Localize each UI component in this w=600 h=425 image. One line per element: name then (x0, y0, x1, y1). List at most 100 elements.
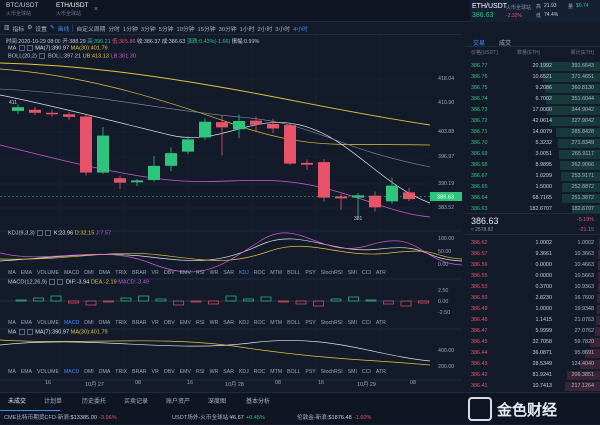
indicator-tab-sar[interactable]: SAR (223, 320, 234, 326)
order-row[interactable]: 386.50 2.8230 16.7600 (465, 293, 600, 304)
indicator-tab-trix[interactable]: TRIX (115, 320, 128, 326)
bottom-tab[interactable]: 深度图 (208, 399, 227, 405)
toolbar-3m[interactable]: 3分钟 (140, 26, 156, 33)
indicator-tab-obv[interactable]: OBV (163, 270, 175, 276)
indicator-tab-volume[interactable]: VOLUME (37, 369, 59, 375)
indicator-tab-roc[interactable]: ROC (253, 369, 266, 375)
order-row[interactable]: 386.74 6.7002 351.6044 (465, 94, 600, 105)
indicator-tab-ma[interactable]: MA (8, 270, 16, 276)
indicator-tab-boll[interactable]: BOLL (287, 369, 301, 375)
order-row[interactable]: 386.53 0.3700 10.9363 (465, 282, 600, 293)
toolbar-timeline[interactable]: 分时 (108, 26, 120, 33)
indicator-tab-atr[interactable]: ATR (375, 270, 386, 276)
toolbar-30m[interactable]: 30分钟 (218, 26, 237, 33)
bottom-tab[interactable]: 历史委托 (82, 399, 107, 405)
indicator-tab-kdj[interactable]: KDJ (238, 320, 249, 326)
vol-settings-icon[interactable] (18, 329, 25, 335)
indicator-tab-vr[interactable]: VR (151, 270, 159, 276)
kdj-settings-icon[interactable] (37, 230, 44, 236)
toolbar-5m[interactable]: 5分钟 (158, 26, 174, 33)
candle[interactable] (12, 104, 24, 115)
kdj-close-icon[interactable] (45, 230, 52, 236)
indicator-tab-dma[interactable]: DMA (98, 320, 111, 326)
indicator-tab-rsi[interactable]: RSI (195, 369, 205, 375)
order-row[interactable]: 386.67 1.0299 253.9171 (465, 171, 600, 182)
order-row[interactable]: 386.48 1.1415 21.0763 (465, 315, 600, 326)
candle[interactable] (199, 118, 211, 140)
order-row[interactable]: 386.43 28.5349 124.4040 (465, 359, 600, 370)
indicator-tab-stochrsi[interactable]: StochRSI (320, 270, 343, 276)
candle[interactable] (29, 106, 41, 116)
indicator-tab-obv[interactable]: OBV (163, 320, 175, 326)
order-row[interactable]: 386.62 1.0002 1.0002 (465, 238, 600, 249)
toolbar-1m[interactable]: 1分钟 (122, 26, 138, 33)
order-row[interactable]: 386.55 0.0000 10.5663 (465, 271, 600, 282)
indicator-tab-dmi[interactable]: DMI (84, 270, 94, 276)
indicator-tab-emv[interactable]: EMV (179, 320, 191, 326)
toolbar-3h[interactable]: 3小时 (275, 26, 291, 33)
order-row[interactable]: 386.68 8.9895 262.9066 (465, 160, 600, 171)
candle[interactable] (148, 156, 160, 182)
indicator-tab-atr[interactable]: ATR (375, 320, 386, 326)
indicator-tab-cci[interactable]: CCI (361, 369, 371, 375)
toolbar-10m[interactable]: 10分钟 (176, 26, 195, 33)
indicator-tab-boll[interactable]: BOLL (287, 320, 301, 326)
indicator-tab-macd[interactable]: MACD (63, 369, 80, 375)
indicator-tab-dmi[interactable]: DMI (84, 369, 94, 375)
indicator-tab-smi[interactable]: SMI (347, 320, 357, 326)
order-row[interactable]: 386.41 10.7413 217.1264 (465, 381, 600, 392)
indicator-tab-stochrsi[interactable]: StochRSI (320, 320, 343, 326)
order-row[interactable]: 386.76 10.6521 371.4651 (465, 72, 600, 83)
order-row[interactable]: 386.63 182.6707 182.6707 (465, 204, 600, 215)
tab-btc-usdt[interactable]: BTC/USDT 火币全球站 (6, 2, 39, 18)
candle[interactable] (403, 187, 415, 201)
candle[interactable] (165, 147, 177, 172)
order-row[interactable]: 386.71 14.0079 285.8428 (465, 127, 600, 138)
bottom-tab[interactable]: 未成交 (8, 399, 27, 405)
tab-trade[interactable]: 交易 (473, 41, 486, 47)
indicator-tab-mtm[interactable]: MTM (270, 369, 283, 375)
indicator-tab-wr[interactable]: WR (209, 369, 219, 375)
toolbar-custom-period[interactable]: 自定义周期 (76, 26, 106, 33)
indicator-tab-emv[interactable]: EMV (179, 369, 191, 375)
toolbar-1h[interactable]: 1小时 (239, 26, 255, 33)
order-row[interactable]: 386.77 20.1992 391.6643 (465, 61, 600, 72)
indicator-tab-psy[interactable]: PSY (305, 270, 316, 276)
indicator-tab-ma[interactable]: MA (8, 320, 16, 326)
candle[interactable] (267, 118, 279, 133)
order-row[interactable]: 386.65 1.5000 252.8872 (465, 182, 600, 193)
boll-settings-icon[interactable] (39, 53, 46, 59)
candle[interactable] (318, 159, 330, 202)
toolbar-settings[interactable]: 设置 (35, 26, 47, 33)
order-row[interactable]: 386.49 1.0000 19.9348 (465, 304, 600, 315)
toolbar-indicators[interactable]: 指标 (12, 26, 25, 33)
candle[interactable] (250, 116, 262, 132)
indicator-tab-ema[interactable]: EMA (20, 270, 33, 276)
indicator-tab-cci[interactable]: CCI (361, 270, 371, 276)
settings-icon[interactable]: ⚙ (27, 25, 33, 31)
candle[interactable] (97, 126, 109, 175)
indicator-tab-roc[interactable]: ROC (253, 320, 266, 326)
indicator-tab-rsi[interactable]: RSI (195, 320, 205, 326)
indicator-tab-sar[interactable]: SAR (223, 270, 234, 276)
close-tab-icon[interactable]: × (94, 6, 99, 13)
order-row[interactable]: 386.72 42.0614 327.9042 (465, 116, 600, 127)
bottom-tab[interactable]: 基本分析 (246, 399, 271, 405)
indicator-tab-kdj[interactable]: KDJ (238, 369, 249, 375)
indicator-tab-ema[interactable]: EMA (20, 369, 33, 375)
bottom-tab[interactable]: 账户资产 (166, 399, 191, 405)
toolbar-4h[interactable]: 4小时 (293, 26, 308, 33)
indicator-tab-obv[interactable]: OBV (163, 369, 175, 375)
indicator-tab-wr[interactable]: WR (209, 270, 219, 276)
order-row[interactable]: 386.73 17.0000 344.9042 (465, 105, 600, 116)
kline-chart[interactable]: 386.63 411 381 (0, 35, 462, 392)
order-row[interactable]: 386.69 3.0051 265.9117 (465, 149, 600, 160)
indicator-tab-mtm[interactable]: MTM (270, 320, 283, 326)
indicator-tab-brar[interactable]: BRAR (132, 320, 147, 326)
tab-eth-usdt[interactable]: ETH/USDT 火币全球站 (56, 2, 89, 18)
order-row[interactable]: 386.56 0.0000 10.4663 (465, 260, 600, 271)
indicator-tab-psy[interactable]: PSY (305, 369, 316, 375)
macd-close-icon[interactable] (57, 279, 64, 285)
indicator-tab-smi[interactable]: SMI (347, 369, 357, 375)
candle[interactable] (233, 114, 245, 139)
